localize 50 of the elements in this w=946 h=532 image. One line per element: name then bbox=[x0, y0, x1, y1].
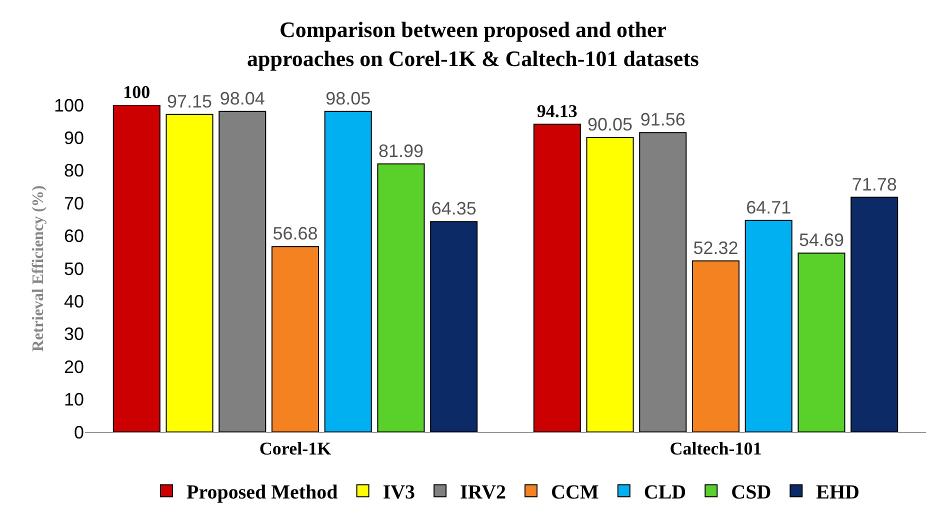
bar bbox=[798, 252, 846, 432]
bar bbox=[692, 260, 740, 432]
y-tick-label: 40 bbox=[64, 292, 84, 312]
data-label: 90.05 bbox=[587, 114, 633, 135]
legend-label: Proposed Method bbox=[186, 482, 338, 504]
x-tick-label: Corel-1K bbox=[259, 438, 332, 459]
data-label: 54.69 bbox=[798, 230, 844, 250]
y-tick-label: 10 bbox=[64, 390, 84, 410]
y-axis-title: Retrieval Efficiency (%) bbox=[30, 185, 47, 352]
bar bbox=[639, 132, 687, 432]
bar bbox=[377, 163, 425, 432]
y-tick-label: 30 bbox=[64, 324, 84, 344]
bar bbox=[271, 246, 320, 432]
legend-label: IV3 bbox=[382, 482, 416, 504]
bar bbox=[324, 110, 372, 432]
legend-label: IRV2 bbox=[460, 482, 506, 504]
y-tick-label: 100 bbox=[54, 95, 84, 116]
data-label: 64.71 bbox=[746, 197, 792, 218]
y-tick-label: 80 bbox=[64, 160, 84, 181]
data-label: 100 bbox=[123, 82, 150, 102]
bar bbox=[430, 221, 478, 432]
data-label: 64.35 bbox=[431, 198, 476, 219]
data-label: 56.68 bbox=[272, 224, 318, 244]
y-tick-label: 20 bbox=[64, 356, 84, 377]
chart-title: Comparison between proposed and other approaches on Corel-1K & Caltech-101 datasets bbox=[247, 17, 700, 71]
legend-label: CLD bbox=[644, 482, 686, 504]
data-label: 52.32 bbox=[693, 238, 738, 258]
bar bbox=[586, 137, 634, 432]
legend-label: EHD bbox=[816, 482, 860, 504]
bar bbox=[112, 105, 160, 432]
data-label: 81.99 bbox=[378, 140, 424, 161]
bar bbox=[218, 110, 266, 432]
bar bbox=[850, 196, 898, 432]
bar bbox=[166, 114, 214, 432]
data-label: 94.13 bbox=[536, 101, 578, 122]
x-tick-label: Caltech-101 bbox=[670, 438, 762, 459]
y-tick-label: 90 bbox=[64, 128, 84, 148]
y-tick-label: 50 bbox=[64, 258, 84, 279]
bar bbox=[744, 220, 792, 432]
data-label: 98.04 bbox=[220, 88, 265, 108]
data-label: 91.56 bbox=[640, 110, 686, 130]
y-tick-label: 70 bbox=[64, 193, 84, 214]
data-label: 97.15 bbox=[166, 91, 212, 112]
y-tick-label: 60 bbox=[64, 226, 84, 246]
bar bbox=[533, 124, 581, 432]
legend-label: CSD bbox=[731, 482, 772, 504]
y-tick-label: 0 bbox=[74, 422, 84, 442]
data-label: 98.05 bbox=[326, 88, 371, 108]
legend-label: CCM bbox=[551, 482, 599, 504]
data-label: 71.78 bbox=[852, 174, 897, 194]
